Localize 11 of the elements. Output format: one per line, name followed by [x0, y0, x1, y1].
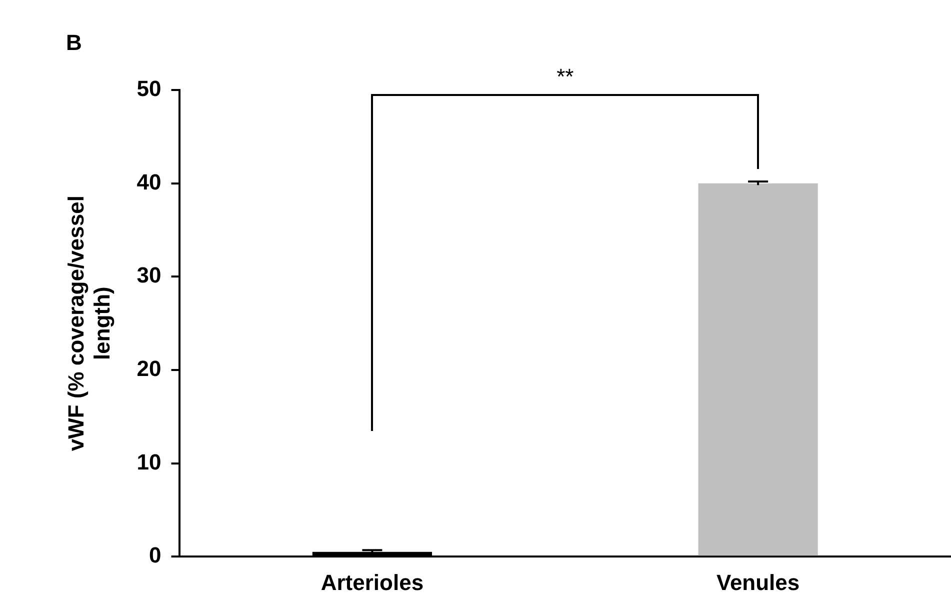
- x-tick-label: Venules: [716, 570, 800, 595]
- y-tick-label: 20: [136, 356, 162, 382]
- y-tick-label: 10: [136, 449, 162, 474]
- y-tick-label: 50: [136, 76, 162, 102]
- y-tick-label: 30: [136, 262, 162, 288]
- text: B: [66, 30, 82, 56]
- text: **: [556, 64, 574, 90]
- y-tick-label: 0: [149, 542, 162, 568]
- y-tick-label: 40: [136, 169, 162, 194]
- y-axis-title: vWF (% coverage/vessel length): [63, 196, 115, 452]
- x-tick-label: Arterioles: [320, 570, 424, 595]
